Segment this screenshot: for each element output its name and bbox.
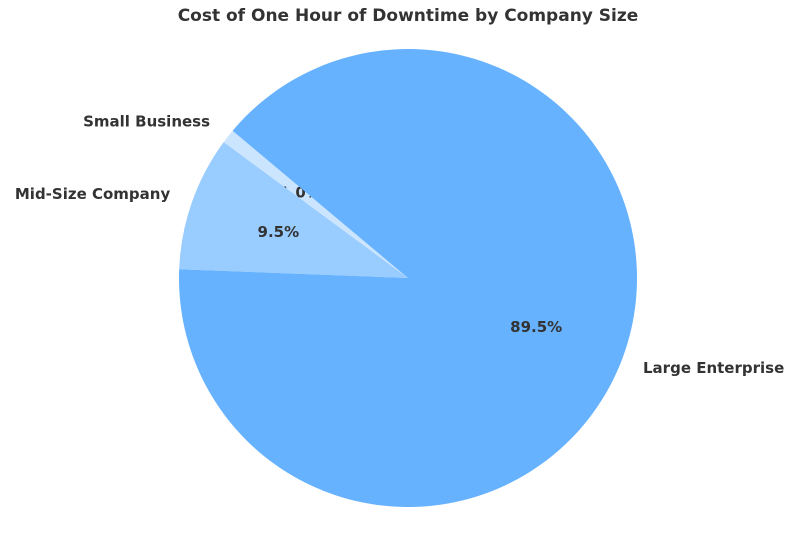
category-label: Large Enterprise	[643, 359, 784, 377]
chart-title: Cost of One Hour of Downtime by Company …	[178, 6, 639, 26]
value-label: 9.5%	[258, 223, 300, 241]
pie-slice	[223, 130, 408, 278]
pie-slice	[179, 142, 408, 278]
category-label: Small Business	[83, 113, 210, 131]
category-label: Mid-Size Company	[15, 185, 171, 203]
pie-slice	[179, 48, 637, 507]
value-label: 89.5%	[510, 318, 562, 336]
